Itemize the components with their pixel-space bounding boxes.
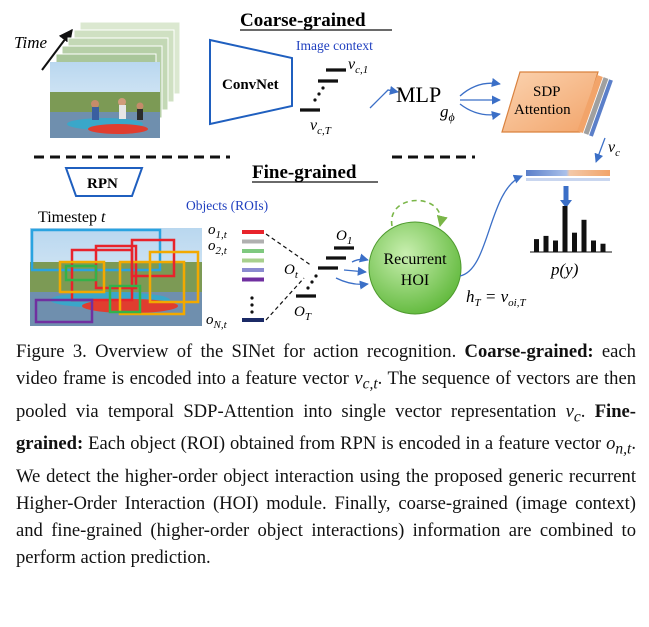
- coarse-text-1: each video frame is encoded into a featu…: [16, 341, 636, 389]
- vcT-label: vc,T: [310, 117, 332, 137]
- roi-boxes: [30, 228, 200, 324]
- OT-label: OT: [294, 304, 312, 323]
- time-label: Time: [14, 33, 48, 52]
- object-bar-5: [242, 268, 264, 272]
- Ot-label: Ot: [284, 262, 299, 281]
- object-stair-ellipsis: [306, 274, 318, 290]
- image-context-label: Image context: [296, 38, 373, 53]
- object-bar-1: [242, 230, 264, 234]
- sdp-attention-block: SDP Attention: [501, 71, 599, 133]
- objects-to-stair-line-2: [265, 277, 305, 321]
- fine-heading: Fine-grained:: [16, 400, 636, 455]
- object-bar-2: [242, 239, 264, 244]
- recurrent-hoi-module: Recurrent HOI: [368, 221, 462, 315]
- histogram-bar-1: [534, 239, 539, 252]
- sinet-overview-figure: Coarse-grained Time ConvNet Image contex…: [14, 10, 620, 331]
- histogram-bar-8: [600, 243, 606, 252]
- hoi-to-output-arrow: [459, 174, 523, 277]
- oNt-label: oN,t: [206, 312, 228, 331]
- object-bar-last: [242, 318, 264, 322]
- stair-to-hoi-arrow-2: [343, 266, 367, 276]
- py-label: p(y): [550, 260, 579, 279]
- stair-to-hoi-arrow-1: [351, 253, 369, 263]
- combined-feature-vector: [526, 170, 610, 176]
- figure-label: Figure 3.: [16, 341, 87, 362]
- objects-to-stair-line-1: [265, 233, 313, 267]
- time-arrow: [41, 28, 73, 71]
- rpn-block: RPN: [64, 167, 144, 197]
- stair-to-hoi-arrow-3: [335, 277, 369, 290]
- vc-label: vc: [608, 139, 620, 159]
- convnet-label: ConvNet: [222, 77, 279, 93]
- histogram-bar-6: [581, 219, 587, 252]
- fine-grained-title: Fine-grained: [252, 162, 357, 183]
- vc1-label: vc,1: [348, 56, 368, 76]
- g-phi-label: gϕ: [440, 102, 455, 124]
- video-frame-front: [50, 62, 160, 138]
- vc-symbol: vc: [565, 400, 581, 426]
- histogram-bar-2: [543, 235, 549, 252]
- vector-to-histogram-arrowhead: [560, 200, 572, 208]
- mlp-to-sdp-arrow-1: [459, 78, 501, 97]
- object-bar-ellipsis: [250, 296, 254, 314]
- object-bar-3: [242, 249, 264, 253]
- sdp-label-line2: Attention: [514, 102, 571, 118]
- sdp-to-vc-arrow: [594, 137, 606, 163]
- ont-symbol: on,t: [606, 433, 632, 459]
- o2t-label: o2,t: [208, 238, 228, 257]
- vector-ellipsis: [313, 86, 325, 102]
- hoi-label-line1: Recurrent: [383, 251, 447, 268]
- histogram-bar-3: [553, 240, 558, 252]
- histogram-bar-4: [562, 206, 568, 252]
- o1t-label: o1,t: [208, 222, 228, 241]
- sdp-output-bar: [577, 74, 613, 137]
- coarse-text-2: . The sequence of vectors are then poole…: [16, 368, 636, 422]
- objects-rois-label: Objects (ROIs): [186, 198, 268, 213]
- O1-label: O1: [336, 228, 352, 247]
- object-interaction-stair: [296, 246, 354, 298]
- image-context-vectors: [300, 68, 346, 112]
- sdp-label-line1: SDP: [533, 84, 561, 100]
- object-bar-4: [242, 258, 264, 263]
- combined-feature-vector-2: [526, 178, 610, 181]
- object-feature-bars: [242, 230, 264, 282]
- coarse-grained-title: Coarse-grained: [240, 10, 366, 31]
- object-bar-6: [242, 277, 264, 282]
- convnet-block: ConvNet: [209, 38, 293, 126]
- mlp-to-sdp-arrow-3: [459, 103, 501, 120]
- timestep-label: Timestep t: [38, 209, 106, 226]
- hoi-label-line2: HOI: [401, 272, 429, 289]
- output-histogram: [534, 206, 606, 252]
- hT-equation: hT = voi,T: [466, 287, 526, 309]
- caption-intro: Overview of the SINet for action recogni…: [95, 341, 457, 362]
- hoi-recurrent-loop: [391, 199, 448, 228]
- vectors-to-mlp-arrow: [369, 85, 399, 109]
- fine-text-2: . We detect the higher-order object inte…: [16, 433, 636, 569]
- figure-caption: Figure 3. Overview of the SINet for acti…: [16, 341, 636, 569]
- fine-text-1: Each object (ROI) obtained from RPN is e…: [88, 433, 602, 455]
- mlp-label: MLP: [396, 82, 441, 107]
- histogram-bar-7: [591, 240, 596, 252]
- histogram-bar-5: [572, 232, 577, 252]
- vct-symbol: vc,t: [354, 368, 378, 393]
- rpn-label: RPN: [87, 176, 118, 192]
- coarse-heading: Coarse-grained:: [464, 341, 594, 362]
